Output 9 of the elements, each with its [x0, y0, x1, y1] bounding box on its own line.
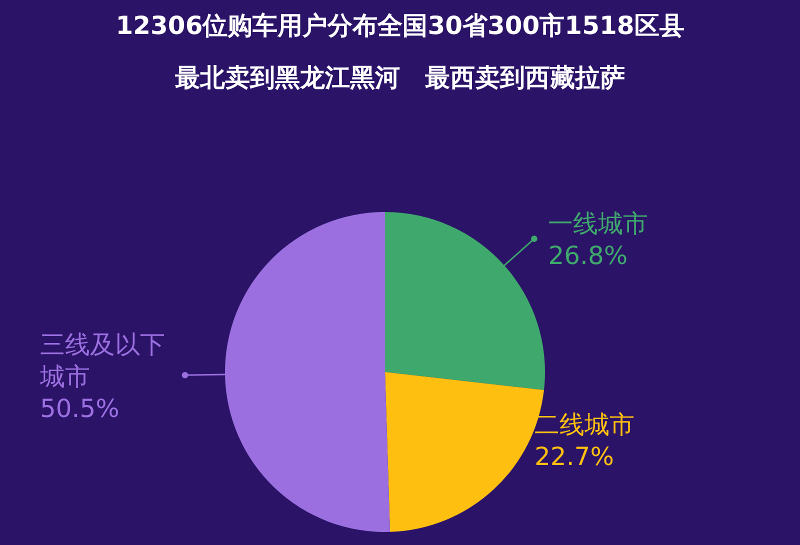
data-label: 26.8% [548, 240, 628, 270]
chart-subtitle: 最北卖到黑龙江黑河 最西卖到西藏拉萨 [174, 63, 625, 92]
legend-label: 一线城市 [548, 208, 648, 238]
slice-label: 三线及以下城市 [39, 330, 165, 392]
pie-slice [385, 212, 545, 390]
data-label: 22.7% [534, 442, 614, 471]
data-label: 50.5% [40, 394, 120, 424]
chart-title: 12306位购车用户分布全国30省300市1518区县 [116, 11, 684, 40]
slice-label: 二线城市 [534, 410, 635, 439]
